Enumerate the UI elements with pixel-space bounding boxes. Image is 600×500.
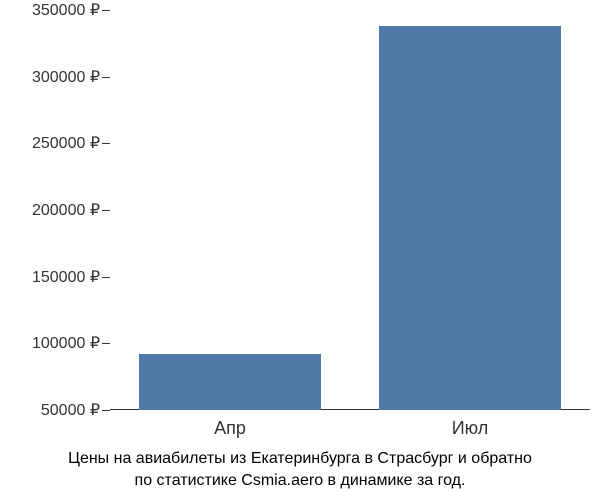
caption-line-2: по статистике Csmia.aero в динамике за г… — [135, 472, 466, 489]
y-tick — [102, 77, 110, 78]
y-axis-label: 350000 ₽ — [0, 0, 100, 20]
y-axis-label: 150000 ₽ — [0, 267, 100, 287]
y-tick — [102, 143, 110, 144]
x-axis-label: Апр — [214, 418, 246, 439]
y-axis-label: 300000 ₽ — [0, 67, 100, 87]
price-bar-chart: 50000 ₽ 100000 ₽ 150000 ₽ 200000 ₽ 250000 ₽ 3… — [0, 0, 600, 500]
y-tick — [102, 343, 110, 344]
y-tick — [102, 277, 110, 278]
y-tick — [102, 410, 110, 411]
y-axis-label: 200000 ₽ — [0, 200, 100, 220]
y-axis-label: 100000 ₽ — [0, 333, 100, 353]
y-tick — [102, 210, 110, 211]
y-axis-label: 250000 ₽ — [0, 133, 100, 153]
bar-Июл — [379, 26, 561, 410]
caption-line-1: Цены на авиабилеты из Екатеринбурга в Ст… — [68, 450, 532, 467]
plot-area — [110, 10, 590, 410]
x-axis-label: Июл — [452, 418, 489, 439]
y-axis-label: 50000 ₽ — [0, 400, 100, 420]
bar-Апр — [139, 354, 321, 410]
chart-caption: Цены на авиабилеты из Екатеринбурга в Ст… — [0, 448, 600, 491]
y-tick — [102, 10, 110, 11]
